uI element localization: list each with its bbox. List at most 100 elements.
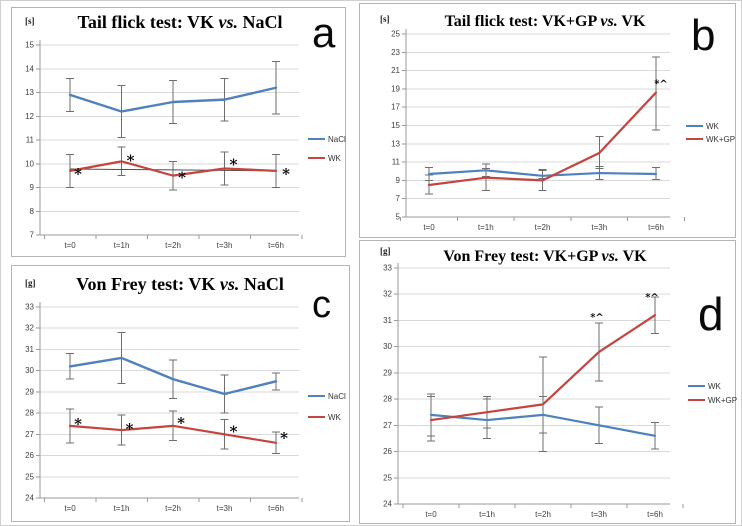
legend-item: NaCl [308,391,346,401]
chart-canvas-a: 7 8 9 10 11 12 13 14 15 t=0 t=1h t=2h t=3h t=6h * * * * * [25,40,303,250]
svg-text:*: * [230,156,238,174]
legend-item: WK [308,412,346,422]
chart-title-text: Tail flick test: VK+GP [444,13,601,30]
legend-line-sample [688,385,705,387]
y-axis-unit-label: [g] [25,278,36,288]
legend-label: WK [328,153,341,163]
chart-title-text: VK [618,248,647,265]
chart-title-vs: vs. [219,274,240,294]
chart-title-text: Von Frey test: VK+GP [443,248,602,265]
legend-label: NaCl [328,134,346,144]
svg-text:28: 28 [383,395,392,404]
legend-line-sample [308,138,325,140]
panel-letter: a [312,9,336,56]
svg-text:t=6h: t=6h [268,504,284,513]
chart-legend: NaCl WK [308,134,346,163]
svg-text:*: * [74,165,82,183]
svg-text:12: 12 [25,112,34,121]
svg-text:28: 28 [25,409,34,418]
legend-label: WK [328,412,341,422]
svg-text:*: * [282,165,290,183]
chart-title: Von Frey test: VK+GP vs. VK [400,248,690,266]
svg-text:25: 25 [391,30,400,39]
svg-text:23: 23 [391,48,400,57]
svg-text:9: 9 [30,183,35,192]
svg-text:26: 26 [25,451,34,460]
svg-text:t=2h: t=2h [165,241,181,250]
chart-title-text: Von Frey test: VK [76,274,220,294]
panel-d-von-frey-vkgp-vs-vk: 24 25 26 27 28 29 30 31 32 33 t=0 t=1h t=2h t=3h t=6h *… [359,240,737,524]
svg-text:*^: *^ [590,312,604,323]
legend-item: WK+GP [686,134,735,144]
svg-text:*: * [178,169,186,187]
panel-a-tail-flick-vk-vs-nacl: 7 8 9 10 11 12 13 14 15 t=0 t=1h t=2h t=3h t=6h * * * * * … [11,7,346,257]
legend-item: WK [686,121,735,131]
svg-text:15: 15 [25,41,34,50]
svg-text:*^: *^ [645,293,659,304]
svg-text:*: * [177,414,185,432]
chart-legend: WK WK+GP [686,121,735,144]
svg-text:24: 24 [383,500,392,509]
svg-text:*^: *^ [654,79,668,90]
legend-label: WK [706,121,719,131]
svg-text:*: * [127,151,135,169]
svg-text:5: 5 [396,213,401,222]
chart-canvas-d: 24 25 26 27 28 29 30 31 32 33 t=0 t=1h t=2h t=3h t=6h *… [383,263,684,519]
chart-title-text: Tail flick test: VK [77,12,219,32]
chart-title-vs: vs. [600,13,618,30]
svg-text:10: 10 [25,159,34,168]
chart-canvas-c: 24 25 26 27 28 29 30 31 32 33 t=0 t=1h t=2h t=3h t=6h *… [25,302,303,513]
svg-text:14: 14 [25,64,34,73]
svg-text:30: 30 [25,366,34,375]
svg-text:*: * [126,420,134,438]
svg-text:t=2h: t=2h [535,510,551,519]
svg-text:t=0: t=0 [64,504,76,513]
svg-text:t=3h: t=3h [591,510,607,519]
svg-text:t=6h: t=6h [268,241,284,250]
panel-letter: b [691,11,716,60]
svg-text:t=3h: t=3h [591,223,607,232]
svg-text:t=6h: t=6h [647,510,663,519]
svg-text:t=6h: t=6h [648,223,664,232]
svg-text:*: * [280,429,288,447]
legend-line-sample [308,416,325,418]
svg-text:t=0: t=0 [423,223,435,232]
legend-label: WK [708,381,721,391]
svg-text:29: 29 [25,387,34,396]
svg-text:13: 13 [391,139,400,148]
svg-text:t=3h: t=3h [217,504,233,513]
chart-title-text: NaCl [239,274,284,294]
svg-text:19: 19 [391,84,400,93]
svg-text:13: 13 [25,88,34,97]
svg-text:29: 29 [383,368,392,377]
svg-text:t=0: t=0 [64,241,76,250]
chart-title-text: NaCl [238,12,283,32]
svg-text:7: 7 [30,231,35,240]
svg-text:15: 15 [391,121,400,130]
legend-item: NaCl [308,134,346,144]
svg-text:21: 21 [391,66,400,75]
svg-text:25: 25 [383,473,392,482]
legend-line-sample [686,125,703,127]
svg-text:25: 25 [25,472,34,481]
legend-item: WK [688,381,737,391]
chart-legend: NaCl WK [308,391,346,422]
svg-text:9: 9 [396,176,401,185]
legend-line-sample [686,138,703,140]
svg-text:*: * [230,422,238,440]
chart-title: Von Frey test: VK vs. NaCl [40,274,320,295]
svg-text:t=0: t=0 [425,510,437,519]
svg-text:t=2h: t=2h [165,504,181,513]
svg-text:30: 30 [383,342,392,351]
chart-title-vs: vs. [218,12,239,32]
svg-text:8: 8 [30,207,35,216]
svg-text:24: 24 [25,494,34,503]
svg-text:27: 27 [25,430,34,439]
svg-text:t=1h: t=1h [479,510,495,519]
y-axis-unit-label: [g] [380,246,391,256]
svg-text:33: 33 [383,264,392,273]
svg-text:t=2h: t=2h [535,223,551,232]
svg-text:32: 32 [25,324,34,333]
legend-item: WK+GP [688,395,737,405]
